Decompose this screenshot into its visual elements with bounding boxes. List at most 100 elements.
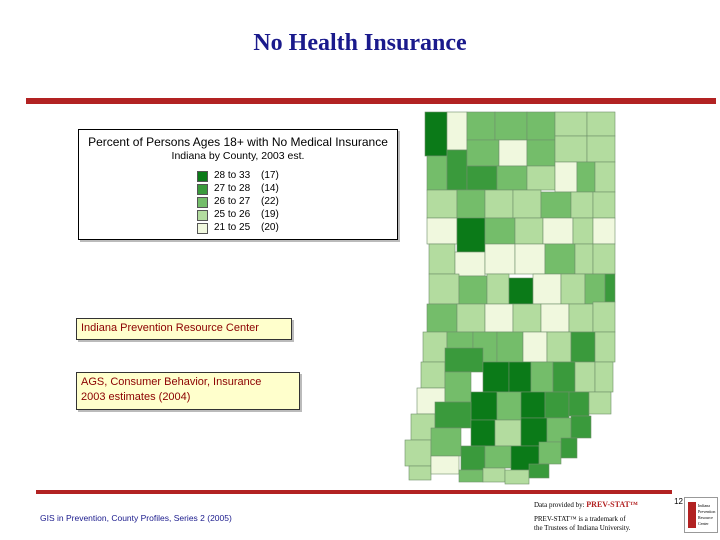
county bbox=[484, 217, 516, 245]
county bbox=[554, 161, 578, 193]
legend-swatch bbox=[197, 197, 208, 208]
county bbox=[430, 427, 462, 457]
legend-count: (20) bbox=[261, 222, 279, 233]
legend-swatch bbox=[197, 223, 208, 234]
county bbox=[446, 111, 468, 151]
county bbox=[494, 419, 522, 447]
source-line-2: 2003 estimates (2004) bbox=[81, 391, 191, 403]
svg-text:Center: Center bbox=[698, 521, 709, 526]
county bbox=[454, 251, 486, 277]
page-number: 12 bbox=[674, 497, 683, 506]
county bbox=[512, 303, 542, 333]
county bbox=[426, 217, 458, 245]
county bbox=[494, 111, 528, 141]
source-line-1: AGS, Consumer Behavior, Insurance bbox=[81, 376, 262, 388]
center-label: Indiana Prevention Resource Center bbox=[81, 322, 259, 334]
county bbox=[460, 445, 486, 471]
legend-range: 28 to 33 bbox=[214, 170, 251, 181]
county bbox=[466, 165, 498, 191]
county bbox=[498, 139, 528, 167]
county bbox=[428, 273, 460, 305]
legend-count: (17) bbox=[261, 170, 279, 181]
source-box: AGS, Consumer Behavior, Insurance 2003 e… bbox=[76, 372, 300, 410]
credit-prefix: Data provided by: bbox=[534, 501, 585, 509]
county bbox=[592, 217, 616, 245]
county bbox=[458, 275, 488, 305]
county bbox=[568, 391, 590, 417]
legend-count: (14) bbox=[261, 183, 279, 194]
county bbox=[594, 331, 616, 363]
county bbox=[426, 189, 458, 219]
county bbox=[466, 139, 500, 167]
county bbox=[560, 273, 586, 305]
credit-trustees: the Trustees of Indiana University. bbox=[534, 524, 631, 532]
county bbox=[434, 401, 472, 429]
county bbox=[508, 277, 534, 305]
county bbox=[546, 331, 572, 363]
county bbox=[456, 189, 486, 219]
county bbox=[510, 445, 540, 471]
legend-subtitle: Indiana by County, 2003 est. bbox=[171, 150, 305, 162]
county bbox=[522, 331, 548, 363]
legend-swatch bbox=[197, 171, 208, 182]
county bbox=[594, 161, 616, 193]
iprc-logo: Indiana Prevention Resource Center bbox=[684, 497, 718, 533]
county bbox=[424, 111, 448, 157]
svg-text:Prevention: Prevention bbox=[698, 509, 715, 514]
county bbox=[584, 273, 606, 305]
legend-count: (22) bbox=[261, 196, 279, 207]
legend-swatch bbox=[197, 210, 208, 221]
county bbox=[526, 139, 556, 167]
county bbox=[484, 303, 514, 333]
county bbox=[484, 243, 516, 275]
county bbox=[508, 361, 532, 393]
credit-trademark: PREV-STAT™ is a trademark of bbox=[534, 515, 626, 523]
county bbox=[554, 111, 588, 137]
legend-title: Percent of Persons Ages 18+ with No Medi… bbox=[88, 135, 388, 149]
county bbox=[496, 391, 522, 421]
county bbox=[544, 391, 570, 419]
county bbox=[604, 273, 616, 303]
map-legend: Percent of Persons Ages 18+ with No Medi… bbox=[78, 129, 398, 240]
county bbox=[496, 165, 528, 191]
county bbox=[568, 303, 594, 333]
svg-text:Resource: Resource bbox=[698, 515, 713, 520]
county bbox=[484, 445, 512, 469]
county bbox=[552, 361, 576, 393]
county bbox=[530, 361, 554, 393]
county bbox=[514, 243, 546, 275]
county bbox=[574, 243, 594, 275]
county bbox=[542, 217, 574, 245]
county bbox=[592, 301, 616, 333]
county bbox=[528, 463, 550, 479]
county bbox=[504, 469, 530, 485]
county bbox=[526, 165, 556, 191]
county bbox=[484, 189, 514, 219]
legend-range: 26 to 27 bbox=[214, 196, 251, 207]
county bbox=[570, 415, 592, 439]
county bbox=[456, 303, 486, 333]
county bbox=[426, 303, 458, 333]
legend-count: (19) bbox=[261, 209, 279, 220]
county bbox=[572, 217, 594, 245]
legend-swatch bbox=[197, 184, 208, 195]
county bbox=[426, 155, 448, 191]
county bbox=[404, 439, 432, 467]
county bbox=[554, 135, 588, 163]
county bbox=[512, 189, 542, 219]
county bbox=[576, 161, 596, 193]
county bbox=[428, 243, 456, 275]
bottom-divider bbox=[36, 490, 672, 494]
county bbox=[540, 191, 572, 219]
county bbox=[574, 361, 596, 393]
county bbox=[482, 361, 510, 393]
county bbox=[586, 135, 616, 163]
county bbox=[420, 361, 446, 389]
legend-range: 21 to 25 bbox=[214, 222, 251, 233]
county bbox=[422, 331, 448, 363]
county bbox=[470, 391, 498, 421]
county bbox=[466, 111, 496, 141]
county bbox=[470, 419, 496, 447]
county bbox=[570, 191, 594, 219]
county bbox=[538, 441, 562, 465]
